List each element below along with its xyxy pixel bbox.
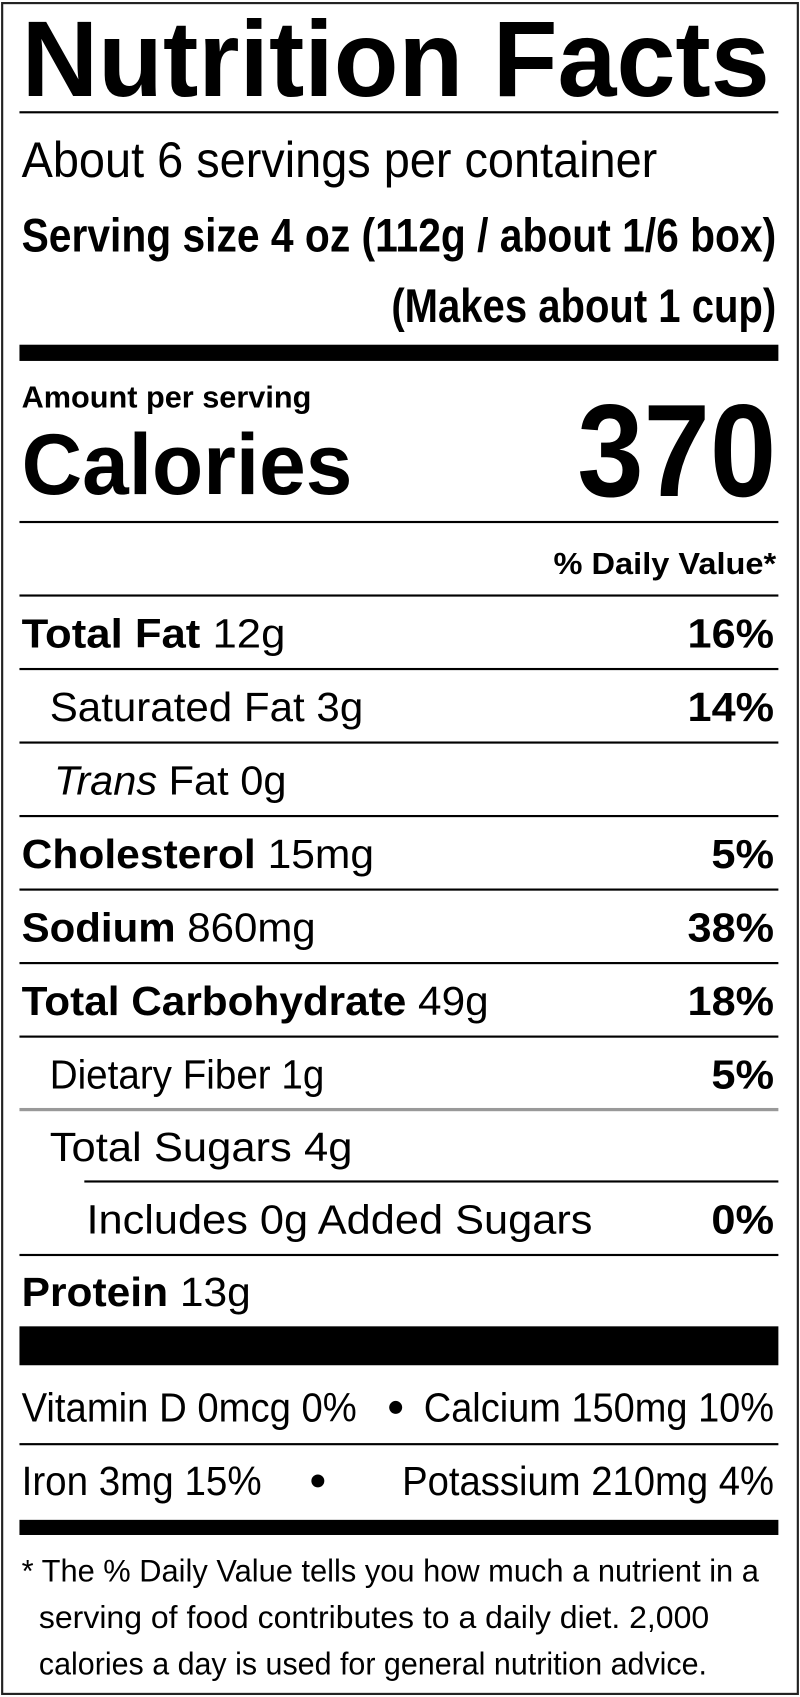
thick-divider [19, 1519, 779, 1535]
calories-value: 370 [577, 377, 776, 524]
nutrient-amount: 13g [180, 1269, 251, 1315]
nutrient-row-cholesterol: Cholesterol 15mg 5% [22, 831, 774, 877]
nutrient-amount: 1g [281, 1052, 324, 1098]
label-title: Nutrition Facts [22, 0, 770, 119]
svg-text:Protein 13g: Protein 13g [22, 1269, 251, 1315]
svg-text:Total Carbohydrate 49g: Total Carbohydrate 49g [22, 978, 489, 1024]
micronutrient-row: Vitamin D 0mcg 0% Calcium 150mg 10% [22, 1384, 774, 1430]
micronutrient-iron: Iron 3mg 15% [22, 1458, 262, 1504]
nutrient-row-total-sugars: Total Sugars 4g [50, 1124, 353, 1170]
svg-text:Cholesterol 15mg: Cholesterol 15mg [22, 831, 374, 877]
nutrient-name: Total Fat [22, 610, 201, 656]
nutrient-amount: 3g [316, 684, 363, 730]
nutrient-row-total-fat: Total Fat 12g 16% [22, 610, 774, 656]
nutrient-dv: 18% [688, 978, 774, 1024]
nutrient-name: Fat [169, 757, 230, 803]
serving-size: Serving size 4 oz (112g / about 1/6 box) [22, 210, 777, 263]
nutrient-name: Cholesterol [22, 831, 256, 877]
divider [19, 814, 779, 818]
svg-text:Dietary Fiber 1g: Dietary Fiber 1g [50, 1052, 325, 1098]
micronutrient-calcium: Calcium 150mg 10% [424, 1384, 774, 1430]
divider [19, 1443, 779, 1446]
divider [19, 520, 779, 524]
svg-text:Trans Fat 0g: Trans Fat 0g [54, 757, 286, 803]
bullet-icon [311, 1474, 325, 1488]
nutrient-name: Total Sugars [50, 1124, 292, 1170]
micronutrient-vitamin-d: Vitamin D 0mcg 0% [22, 1384, 357, 1430]
serving-size-value: 4 oz (112g / about 1/6 box) [271, 210, 776, 263]
nutrient-dv: 5% [711, 1052, 774, 1098]
calories-label: Calories [22, 417, 353, 513]
divider [19, 741, 779, 744]
daily-value-header: % Daily Value* [554, 548, 777, 581]
serving-size-label: Serving size [22, 210, 260, 263]
nutrient-dv: 14% [688, 684, 774, 730]
divider [19, 594, 779, 597]
divider [19, 1253, 779, 1257]
nutrient-amount: 15mg [268, 831, 374, 877]
divider [19, 888, 779, 891]
nutrient-amount: 49g [418, 978, 489, 1024]
nutrient-name: Sodium [22, 904, 176, 950]
nutrient-row-sodium: Sodium 860mg 38% [22, 904, 774, 950]
nutrient-dv: 5% [711, 831, 774, 877]
divider [84, 1180, 779, 1183]
nutrient-row-added-sugars: Includes 0g Added Sugars 0% [86, 1196, 774, 1242]
nutrient-dv: 38% [688, 904, 774, 950]
divider [19, 1107, 779, 1112]
svg-text:Total Fat 12g: Total Fat 12g [22, 610, 286, 656]
nutrient-row-saturated-fat: Saturated Fat 3g 14% [50, 684, 774, 730]
micronutrient-potassium: Potassium 210mg 4% [402, 1458, 774, 1504]
svg-text:Saturated Fat 3g: Saturated Fat 3g [50, 684, 364, 730]
divider [19, 667, 779, 671]
svg-text:Sodium 860mg: Sodium 860mg [22, 904, 316, 950]
nutrient-name: Total Carbohydrate [22, 978, 407, 1024]
thick-divider [19, 1326, 779, 1366]
nutrient-row-protein: Protein 13g [22, 1269, 251, 1315]
footnote-line: calories a day is used for general nutri… [39, 1646, 707, 1681]
nutrient-dv: 0% [711, 1196, 774, 1242]
amount-per-serving: Amount per serving [22, 381, 312, 414]
divider [19, 111, 779, 114]
nutrient-amount: 0g [240, 757, 286, 803]
nutrient-amount: 860mg [187, 904, 315, 950]
nutrient-name: Protein [22, 1269, 168, 1315]
bullet-icon [389, 1400, 403, 1414]
nutrient-name: Saturated Fat [50, 684, 306, 730]
nutrient-name: Includes 0g Added Sugars [86, 1196, 592, 1242]
thick-divider [19, 344, 779, 361]
nutrient-row-trans-fat: Trans Fat 0g [54, 757, 286, 803]
divider [19, 962, 779, 965]
footnote-line: * The % Daily Value tells you how much a… [22, 1553, 760, 1588]
serving-size-note: (Makes about 1 cup) [391, 280, 776, 333]
nutrient-amount: 4g [304, 1124, 352, 1170]
servings-per-container: About 6 servings per container [22, 132, 658, 188]
micronutrient-row: Iron 3mg 15% Potassium 210mg 4% [22, 1458, 774, 1504]
nutrient-name: Dietary Fiber [50, 1052, 271, 1098]
nutrient-name-italic: Trans [54, 757, 157, 803]
divider [19, 1035, 779, 1038]
svg-text:Total Sugars 4g: Total Sugars 4g [50, 1124, 353, 1170]
nutrient-amount: 12g [213, 610, 286, 656]
nutrient-dv: 16% [688, 610, 774, 656]
nutrient-row-total-carbohydrate: Total Carbohydrate 49g 18% [22, 978, 774, 1024]
footnote-line: serving of food contributes to a daily d… [39, 1600, 709, 1635]
nutrient-row-dietary-fiber: Dietary Fiber 1g 5% [50, 1052, 774, 1098]
